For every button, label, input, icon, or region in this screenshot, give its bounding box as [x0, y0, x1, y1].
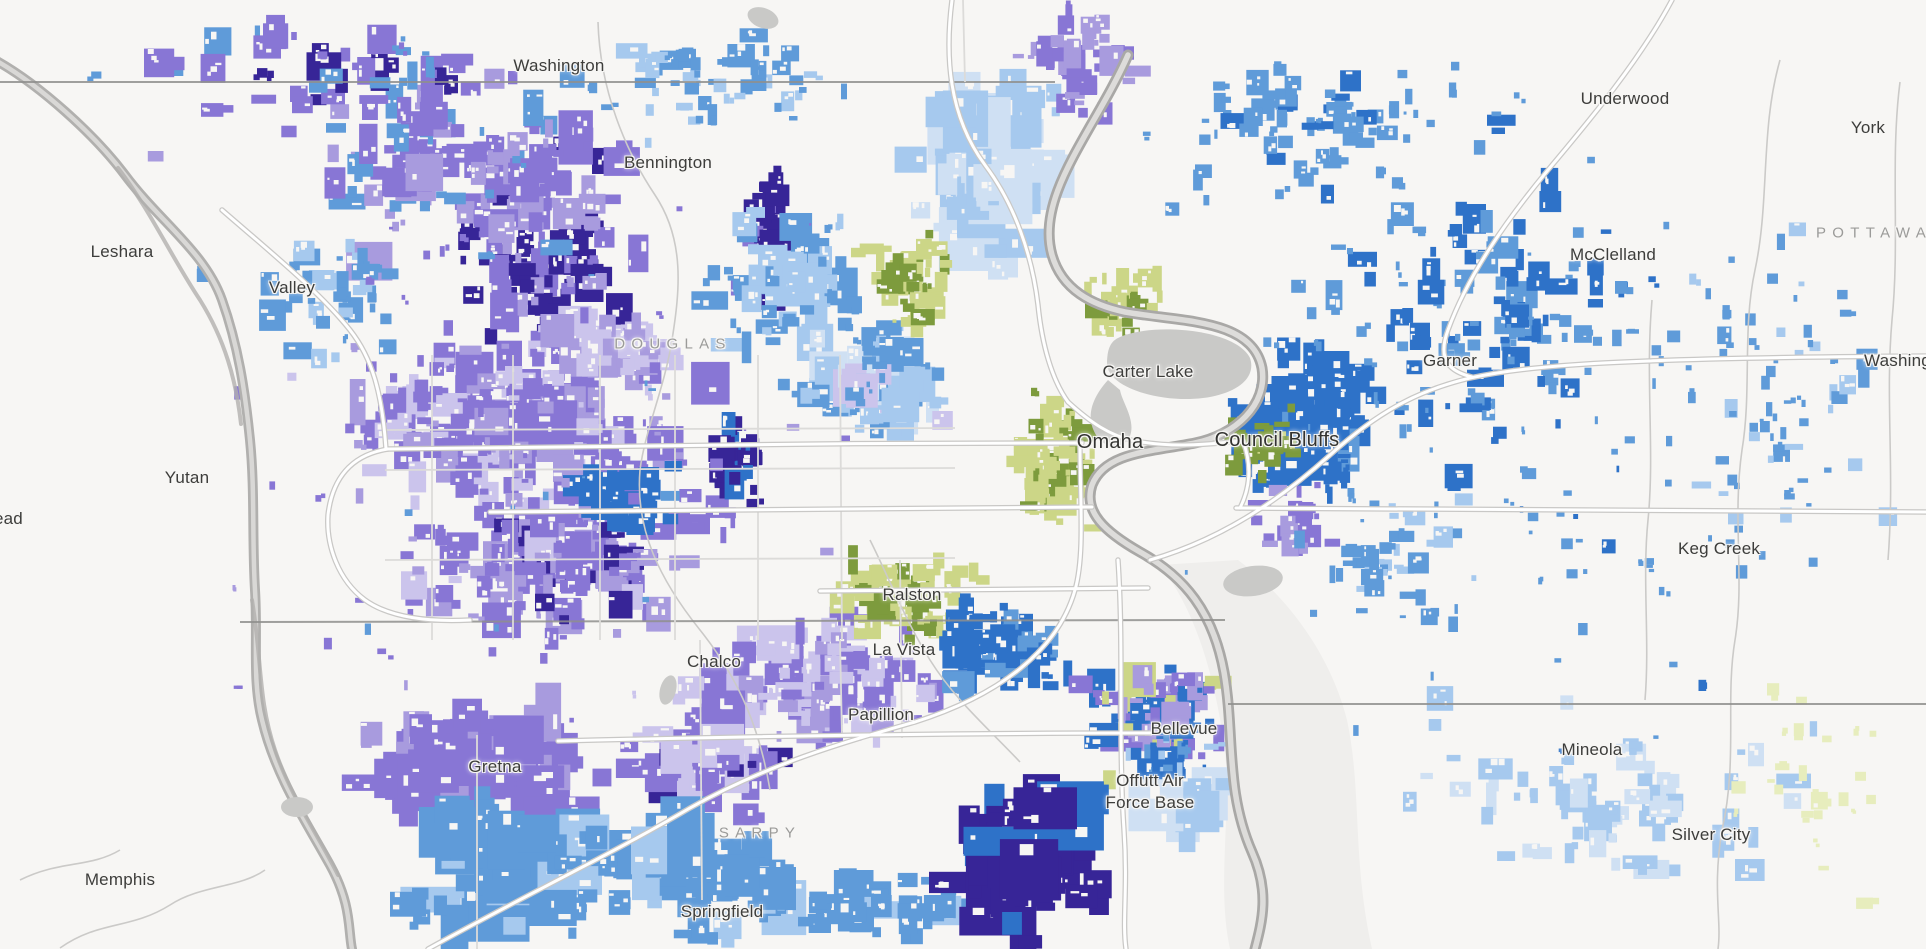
rivers-layer: [0, 49, 1269, 949]
lakes-layer: [281, 7, 1283, 817]
major-roads-fill: [220, 0, 1926, 949]
minor-roads-layer: [384, 0, 966, 949]
census-blocks-layer: [87, 0, 1898, 949]
floodplain-layer: [1160, 560, 1372, 949]
